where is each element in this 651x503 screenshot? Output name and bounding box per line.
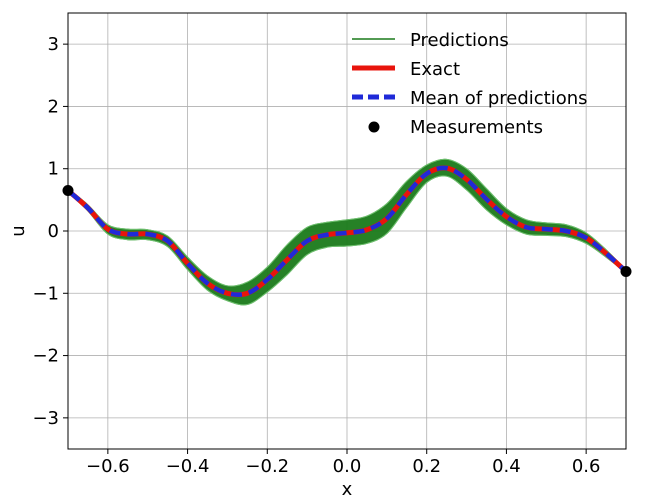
x-tick-label: −0.4 xyxy=(166,456,210,477)
y-tick-label: −2 xyxy=(32,346,59,367)
legend-predictions-label: Predictions xyxy=(410,30,509,51)
predictions-band-upper-edge xyxy=(67,158,627,287)
y-tick-label: 0 xyxy=(48,221,59,242)
x-tick-label: −0.2 xyxy=(245,456,289,477)
y-tick-label: 3 xyxy=(48,34,59,55)
legend-measurements-swatch xyxy=(368,121,380,133)
x-tick-label: 0.2 xyxy=(412,456,441,477)
x-tick-label: 0.4 xyxy=(492,456,521,477)
legend-measurements-label: Measurements xyxy=(410,117,543,138)
y-tick-label: 1 xyxy=(48,159,59,180)
y-ticks: −3 −2 −1 0 1 2 3 xyxy=(32,34,68,429)
y-tick-label: 2 xyxy=(48,96,59,117)
series-lines xyxy=(66,165,628,298)
legend-exact-label: Exact xyxy=(410,59,460,80)
legend-mean-label: Mean of predictions xyxy=(410,88,588,109)
legend: Predictions Exact Mean of predictions Me… xyxy=(352,30,588,138)
x-tick-label: −0.6 xyxy=(86,456,130,477)
y-tick-label: −3 xyxy=(32,408,59,429)
y-tick-label: −1 xyxy=(32,283,59,304)
x-tick-label: 0.0 xyxy=(333,456,362,477)
y-axis-label: u xyxy=(8,225,29,236)
x-ticks: −0.6 −0.4 −0.2 0.0 0.2 0.4 0.6 xyxy=(86,449,600,477)
predictions-band-lower-edge xyxy=(67,175,627,306)
x-tick-label: 0.6 xyxy=(572,456,601,477)
mean-line xyxy=(66,165,628,298)
x-axis-label: x xyxy=(342,479,353,500)
